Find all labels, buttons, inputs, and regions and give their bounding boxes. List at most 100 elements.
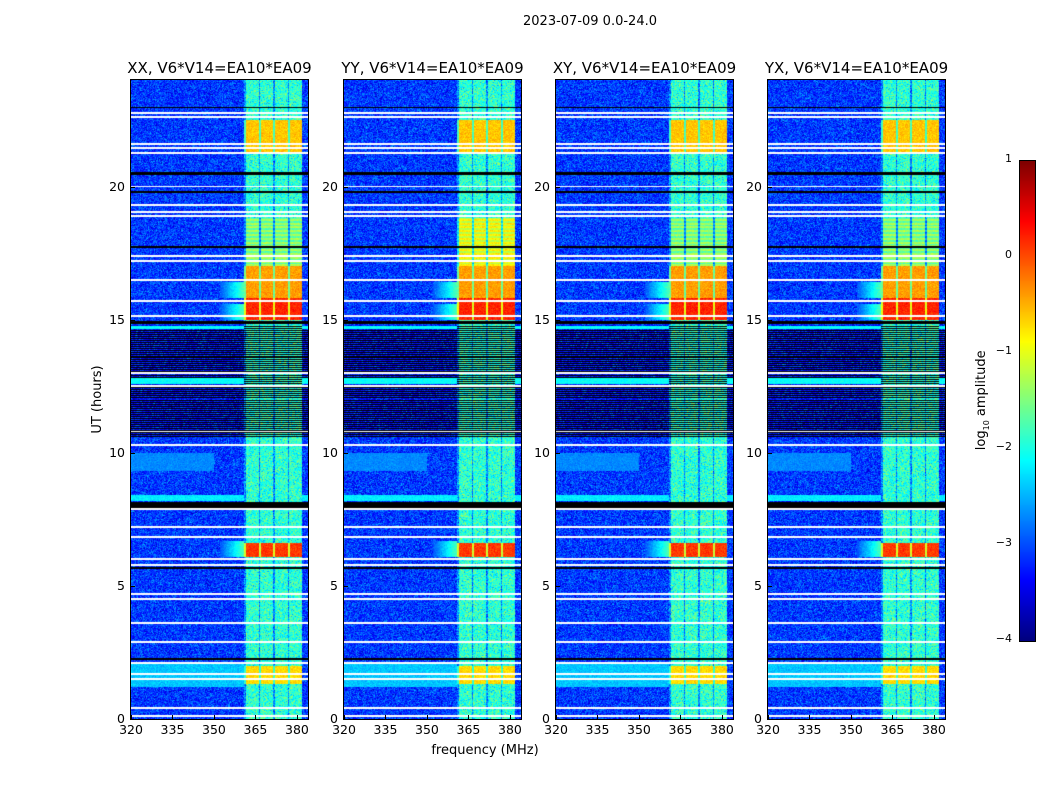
y-tick-label: 20: [534, 178, 550, 194]
y-tick-mark: [344, 186, 348, 188]
x-tick-label: 320: [756, 722, 780, 737]
heatmap-panel-xx: [130, 79, 309, 720]
y-tick-label: 15: [746, 311, 762, 327]
x-tick-label: 380: [922, 722, 946, 737]
y-tick-label: 10: [322, 444, 338, 460]
y-tick-label: 15: [322, 311, 338, 327]
y-tick-mark: [556, 585, 560, 587]
y-tick-mark: [768, 186, 772, 188]
x-tick-mark: [172, 715, 174, 719]
y-tick-mark: [556, 452, 560, 454]
x-tick-mark: [597, 715, 599, 719]
x-tick-label: 350: [415, 722, 439, 737]
panel-title: XY, V6*V14=EA10*EA09: [552, 59, 737, 77]
x-tick-mark: [680, 715, 682, 719]
y-tick-label: 10: [534, 444, 550, 460]
x-tick-label: 365: [243, 722, 268, 737]
y-tick-mark: [344, 719, 348, 720]
colorbar-label-suffix: amplitude: [974, 350, 990, 421]
y-tick-label: 0: [754, 711, 762, 726]
y-tick-label: 20: [109, 178, 125, 194]
y-tick-mark: [768, 319, 772, 321]
heatmap-panel-yx: [767, 79, 946, 720]
y-tick-mark: [131, 719, 135, 720]
heatmap-canvas: [344, 80, 521, 719]
x-tick-label: 335: [160, 722, 185, 737]
x-tick-mark: [385, 715, 387, 719]
x-tick-mark: [296, 715, 298, 719]
colorbar-gradient: [1020, 161, 1035, 641]
x-tick-mark: [509, 715, 511, 719]
y-tick-mark: [768, 585, 772, 587]
x-tick-mark: [131, 715, 132, 719]
x-tick-mark: [809, 715, 811, 719]
y-tick-mark: [131, 452, 135, 454]
x-tick-mark: [426, 715, 428, 719]
y-tick-mark: [344, 585, 348, 587]
y-tick-mark: [556, 719, 560, 720]
y-tick-label: 5: [330, 577, 338, 593]
panel-title: YY, V6*V14=EA10*EA09: [341, 59, 524, 77]
x-tick-mark: [556, 715, 557, 719]
x-tick-label: 380: [285, 722, 309, 737]
heatmap-canvas: [556, 80, 733, 719]
y-tick-mark: [768, 719, 772, 720]
x-tick-label: 350: [627, 722, 651, 737]
x-tick-mark: [344, 715, 345, 719]
y-tick-label: 20: [746, 178, 762, 194]
y-tick-label: 15: [109, 311, 125, 327]
colorbar-label-sub: 10: [981, 420, 991, 431]
y-tick-mark: [344, 319, 348, 321]
heatmap-canvas: [768, 80, 945, 719]
y-tick-label: 20: [322, 178, 338, 194]
y-tick-label: 10: [746, 444, 762, 460]
colorbar-tick-label: −2: [995, 440, 1012, 453]
y-tick-label: 0: [542, 711, 550, 726]
x-tick-mark: [768, 715, 769, 719]
heatmap-canvas: [131, 80, 308, 719]
x-tick-label: 335: [585, 722, 610, 737]
x-tick-label: 350: [202, 722, 226, 737]
x-axis-label: frequency (MHz): [431, 743, 539, 758]
figure-title: 2023-07-09 0.0-24.0: [523, 14, 657, 29]
y-tick-mark: [131, 319, 135, 321]
x-tick-label: 380: [710, 722, 734, 737]
y-tick-label: 15: [534, 311, 550, 327]
x-tick-label: 380: [498, 722, 522, 737]
y-tick-mark: [344, 452, 348, 454]
x-tick-label: 320: [544, 722, 568, 737]
y-tick-label: 5: [117, 577, 125, 593]
y-tick-mark: [131, 186, 135, 188]
colorbar: [1019, 160, 1036, 642]
y-tick-mark: [131, 585, 135, 587]
x-tick-label: 365: [668, 722, 693, 737]
panel-title: XX, V6*V14=EA10*EA09: [127, 59, 312, 77]
y-axis-label: UT (hours): [90, 365, 105, 434]
x-tick-label: 365: [456, 722, 481, 737]
x-tick-label: 335: [797, 722, 822, 737]
panel-title: YX, V6*V14=EA10*EA09: [764, 59, 949, 77]
heatmap-panel-yy: [343, 79, 522, 720]
x-tick-mark: [468, 715, 470, 719]
y-tick-mark: [556, 319, 560, 321]
y-tick-label: 10: [109, 444, 125, 460]
colorbar-tick-label: 0: [1005, 248, 1012, 261]
x-tick-label: 350: [839, 722, 863, 737]
x-tick-label: 320: [119, 722, 143, 737]
y-tick-mark: [556, 186, 560, 188]
y-tick-label: 0: [117, 711, 125, 726]
x-tick-mark: [213, 715, 215, 719]
x-tick-mark: [721, 715, 723, 719]
x-tick-mark: [638, 715, 640, 719]
y-tick-label: 5: [754, 577, 762, 593]
y-tick-label: 5: [542, 577, 550, 593]
x-tick-mark: [933, 715, 935, 719]
heatmap-panel-xy: [555, 79, 734, 720]
x-tick-label: 320: [332, 722, 356, 737]
x-tick-mark: [255, 715, 257, 719]
colorbar-tick-label: 1: [1005, 152, 1012, 165]
colorbar-tick-label: −1: [995, 344, 1012, 357]
y-tick-label: 0: [330, 711, 338, 726]
x-tick-label: 365: [880, 722, 905, 737]
